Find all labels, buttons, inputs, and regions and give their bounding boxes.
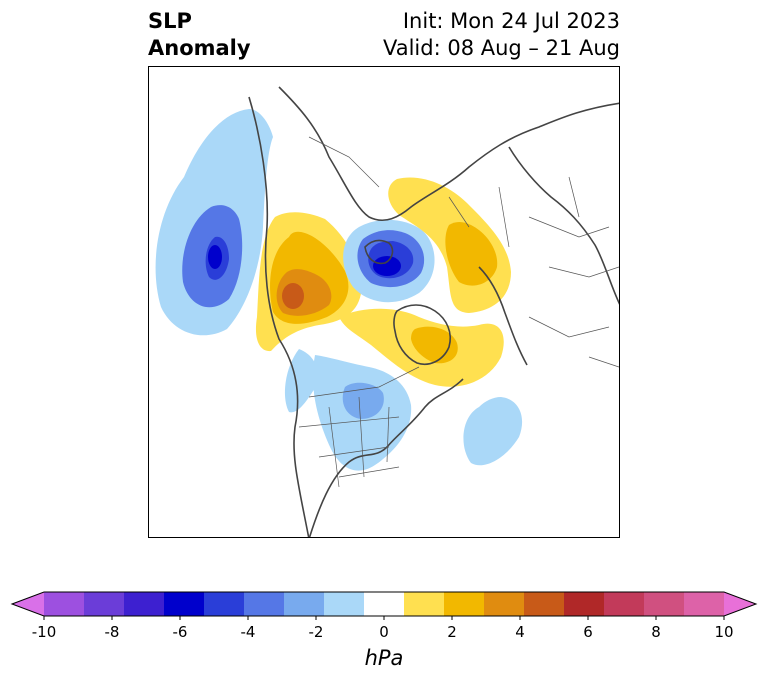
colorbar-tick-label: -2	[308, 623, 324, 641]
colorbar-segment	[684, 592, 725, 616]
colorbar-tick-label: -4	[240, 623, 256, 641]
colorbar-tick-label: -8	[104, 623, 120, 641]
colorbar-segment	[444, 592, 485, 616]
negative-anomaly-north-pacific	[155, 109, 273, 336]
negative-anomaly-north-atlantic	[463, 397, 523, 466]
colorbar-segment	[484, 592, 525, 616]
colorbar-segment	[164, 592, 205, 616]
colorbar-segment	[284, 592, 325, 616]
colorbar-segment	[564, 592, 605, 616]
positive-anomaly-alaska-beaufort	[255, 212, 362, 352]
colorbar-tick-label: 0	[379, 623, 389, 641]
colorbar-unit: hPa	[364, 646, 404, 670]
colorbar-segment	[604, 592, 645, 616]
colorbar-segment	[44, 592, 85, 616]
colorbar-tick-label: -10	[31, 623, 57, 641]
colorbar-tick-label: 2	[447, 623, 457, 641]
anomaly-map	[155, 86, 619, 537]
colorbar-segment	[204, 592, 245, 616]
colorbar-tick-label: 4	[515, 623, 525, 641]
title-left: SLP Anomaly	[148, 8, 251, 62]
colorbar-tick-label: 10	[714, 623, 734, 641]
title-type: Anomaly	[148, 36, 251, 60]
colorbar-tick-label: -6	[172, 623, 188, 641]
colorbar-segment	[524, 592, 565, 616]
title-variable: SLP	[148, 9, 192, 33]
title-right: Init: Mon 24 Jul 2023 Valid: 08 Aug – 21…	[383, 8, 620, 62]
negative-anomaly-central-north-america	[284, 349, 412, 471]
country-borders	[298, 136, 619, 488]
colorbar-tick-label: 6	[583, 623, 593, 641]
colorbar-segment	[244, 592, 285, 616]
colorbar-segment	[404, 592, 445, 616]
colorbar-segment	[644, 592, 685, 616]
colorbar-segment	[324, 592, 365, 616]
valid-range: Valid: 08 Aug – 21 Aug	[382, 36, 620, 60]
colorbar-extend-high	[724, 592, 756, 616]
colorbar-segment	[364, 592, 405, 616]
init-date: Init: Mon 24 Jul 2023	[402, 9, 620, 33]
colorbar-segment	[84, 592, 125, 616]
positive-anomaly-scandinavia-russia	[388, 177, 511, 313]
positive-anomaly-greenland	[339, 308, 504, 387]
map-panel	[148, 66, 620, 538]
colorbar-tick-label: 8	[651, 623, 661, 641]
colorbar-segment	[124, 592, 165, 616]
colorbar	[10, 591, 758, 620]
colorbar-extend-low	[12, 592, 44, 616]
